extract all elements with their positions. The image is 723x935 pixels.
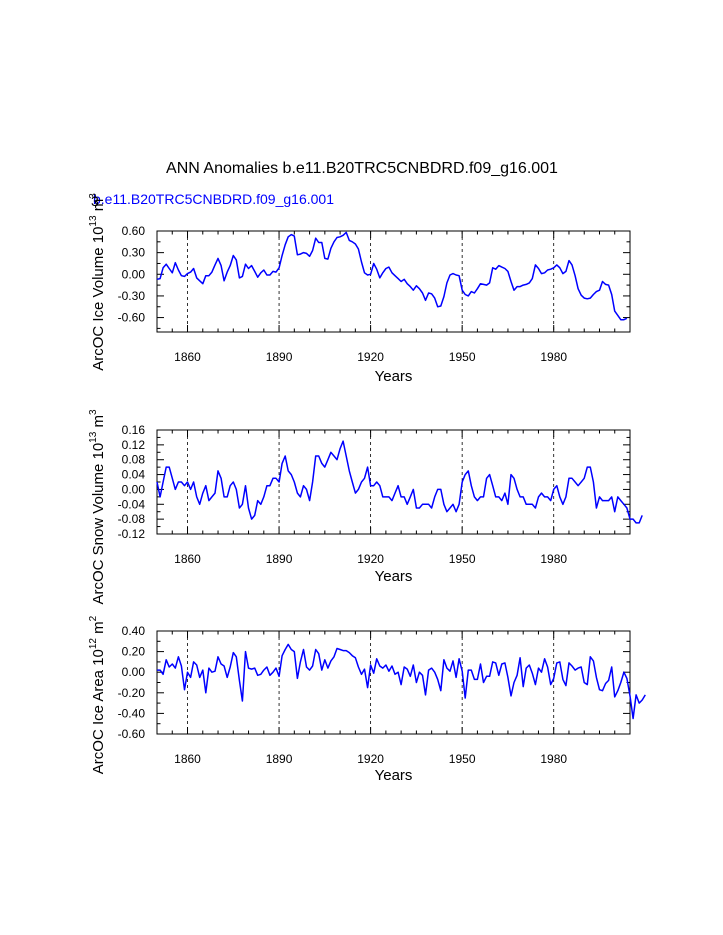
x-axis-label: Years bbox=[375, 368, 413, 385]
snow-volume-panel: 1860 1890 1920 1950 1980-0.12-0.08-0.040.000… bbox=[88, 409, 643, 605]
x-tick-label: 1890 bbox=[266, 752, 293, 766]
y-axis-label-unit: m bbox=[90, 199, 107, 216]
y-axis-label-unit: m bbox=[90, 621, 107, 638]
y-tick-label: 0.00 bbox=[122, 267, 146, 281]
y-tick-label: -0.12 bbox=[118, 527, 146, 541]
ice-volume-panel: 1860 1890 1920 1950 1980 -0.60 -0.30 0.00 0.30 0.… bbox=[88, 193, 631, 385]
y-tick-label: 0.60 bbox=[122, 224, 146, 238]
y-axis-label-unit-exponent: 3 bbox=[88, 193, 99, 199]
x-tick-label: 1920 bbox=[357, 350, 384, 364]
x-tick-label: 1860 bbox=[174, 350, 201, 364]
x-tick-label: 1950 bbox=[449, 350, 476, 364]
y-tick-label: -0.08 bbox=[118, 512, 146, 526]
x-axis-label: Years bbox=[375, 767, 413, 784]
plot-frame bbox=[156, 230, 631, 333]
y-tick-label: 0.16 bbox=[122, 423, 146, 437]
plot-frame bbox=[156, 630, 631, 735]
y-axis-label: ArcOC Ice Volume 1013 m3 bbox=[88, 193, 107, 371]
series-line bbox=[156, 440, 643, 524]
series-line bbox=[157, 643, 646, 720]
x-tick-label: 1860 bbox=[174, 752, 201, 766]
x-tick-label: 1920 bbox=[357, 752, 384, 766]
series-line bbox=[156, 231, 628, 321]
x-tick-label: 1920 bbox=[357, 552, 384, 566]
figure-legend: b.e11.B20TRC5CNBDRD.f09_g16.001 3 bbox=[91, 191, 334, 209]
y-axis-label: ArcOC Ice Area 1012 m2 bbox=[88, 615, 107, 774]
legend-marker-digit: 3 bbox=[91, 193, 99, 209]
y-tick-label: -0.60 bbox=[118, 727, 146, 741]
legend-label: b.e11.B20TRC5CNBDRD.f09_g16.001 bbox=[93, 191, 334, 207]
x-tick-label: 1950 bbox=[449, 552, 476, 566]
figure-title: ANN Anomalies b.e11.B20TRC5CNBDRD.f09_g1… bbox=[166, 160, 558, 177]
y-tick-label: 0.00 bbox=[122, 665, 146, 679]
y-tick-label: -0.20 bbox=[118, 686, 146, 700]
y-axis-label-text: ArcOC Ice Area 10 bbox=[90, 649, 107, 774]
y-axis-label-exponent: 12 bbox=[88, 638, 99, 650]
y-tick-label: 0.20 bbox=[122, 645, 146, 659]
y-tick-label: -0.30 bbox=[118, 289, 146, 303]
y-tick-label: 0.00 bbox=[122, 482, 146, 496]
y-tick-label: 0.40 bbox=[122, 624, 146, 638]
y-axis-label-unit-exponent: 2 bbox=[88, 615, 99, 621]
y-tick-label: 0.08 bbox=[122, 453, 146, 467]
ice-area-panel: 1860 1890 1920 1950 1980 -0.60 -0.40 -0.20 0.00 0… bbox=[88, 615, 646, 784]
x-tick-label: 1980 bbox=[540, 552, 567, 566]
x-tick-label: 1860 bbox=[174, 552, 201, 566]
y-axis-label-unit: m bbox=[90, 415, 107, 432]
x-tick-label: 1890 bbox=[266, 552, 293, 566]
y-axis-label-text: ArcOC Snow Volume 10 bbox=[90, 443, 107, 605]
y-tick-label: -0.04 bbox=[118, 497, 146, 511]
y-axis-label-text: ArcOC Ice Volume 10 bbox=[90, 227, 107, 371]
y-axis-label-exponent: 13 bbox=[88, 431, 99, 443]
x-tick-label: 1950 bbox=[449, 752, 476, 766]
y-tick-label: 0.04 bbox=[122, 468, 146, 482]
x-tick-label: 1980 bbox=[540, 752, 567, 766]
y-tick-label: -0.40 bbox=[118, 706, 146, 720]
y-axis-label-unit-exponent: 3 bbox=[88, 409, 99, 415]
x-tick-label: 1890 bbox=[266, 350, 293, 364]
x-axis-label: Years bbox=[375, 568, 413, 585]
y-tick-label: 0.30 bbox=[122, 246, 146, 260]
y-tick-label: 0.12 bbox=[122, 438, 146, 452]
y-axis-label: ArcOC Snow Volume 1013 m3 bbox=[88, 409, 107, 605]
y-tick-label: -0.60 bbox=[118, 311, 146, 325]
plot-frame bbox=[156, 429, 631, 535]
y-axis-label-exponent: 13 bbox=[88, 215, 99, 227]
x-tick-label: 1980 bbox=[540, 350, 567, 364]
